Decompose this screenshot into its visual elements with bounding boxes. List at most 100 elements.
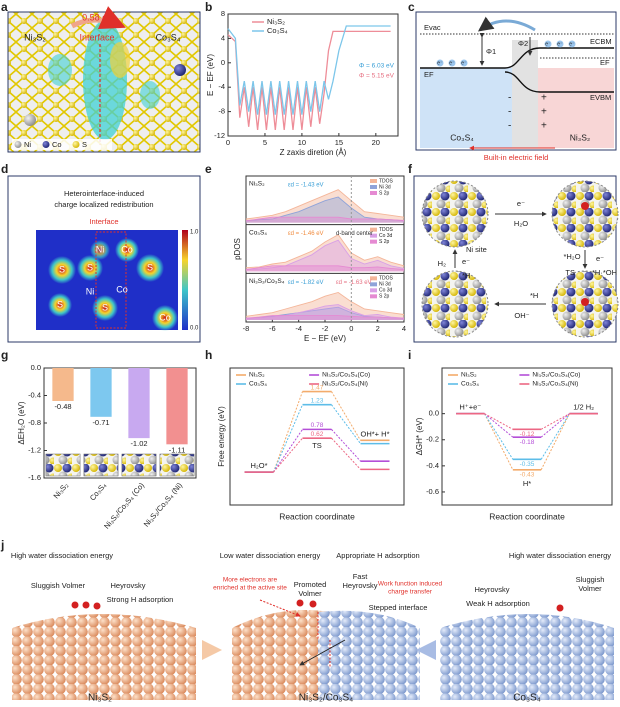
colorbar-label: 0.0 bbox=[190, 326, 199, 332]
bar bbox=[90, 368, 112, 417]
legend-label: Ni₃S₂ bbox=[249, 372, 265, 379]
atom-label: Co bbox=[116, 284, 128, 294]
electron bbox=[460, 59, 468, 67]
step-label: e⁻ bbox=[517, 199, 525, 208]
material-label: Ni₃S₂ bbox=[24, 32, 46, 42]
annotation: εd = -1.82 eV bbox=[288, 280, 324, 286]
legend-label: S 2p bbox=[379, 294, 390, 300]
field-label: Built-in electric field bbox=[484, 153, 549, 162]
panel-j: High water dissociation energy Sluggish … bbox=[2, 540, 618, 705]
panel-letter: b bbox=[205, 0, 212, 14]
annotation-arrow bbox=[259, 599, 301, 617]
y-tick-label: -12 bbox=[214, 131, 225, 140]
subpanel-label: Ni₃S₂ bbox=[249, 181, 265, 188]
y-axis-label: pDOS bbox=[233, 238, 242, 260]
connector bbox=[540, 413, 570, 460]
step-label: e⁻ bbox=[462, 257, 470, 266]
annotation: εd = -1.46 eV bbox=[288, 231, 324, 237]
x-category-label: H₂O* bbox=[250, 461, 267, 470]
value-label: -1.02 bbox=[130, 439, 147, 448]
charge-map-spots bbox=[48, 238, 178, 331]
legend-label: Co bbox=[52, 140, 62, 149]
connector bbox=[484, 413, 514, 460]
connector bbox=[331, 404, 361, 444]
legend-label: Ni₃S₂/Co₃S₄(Co) bbox=[532, 372, 580, 379]
x-tick-label: -2 bbox=[322, 324, 329, 333]
y-tick-label: -0.6 bbox=[426, 487, 439, 496]
electron-label: e⁻ bbox=[569, 41, 575, 47]
y-tick-label: -1.6 bbox=[28, 473, 41, 482]
atom bbox=[24, 114, 36, 126]
legend-label: Co₃S₄ bbox=[249, 381, 267, 388]
legend-label: Ni₃S₂/Co₃S₄(Ni) bbox=[322, 381, 368, 388]
x-category-label: TS bbox=[312, 441, 322, 450]
j-text: Heyrovsky bbox=[110, 581, 145, 590]
bar bbox=[166, 368, 188, 445]
plot-frame bbox=[229, 367, 405, 506]
connector bbox=[540, 413, 570, 470]
cbm-band bbox=[504, 47, 614, 69]
x-tick-label: 4 bbox=[402, 324, 406, 333]
connector bbox=[540, 413, 570, 438]
legend-swatch bbox=[370, 227, 377, 232]
charge-sign: - bbox=[508, 107, 511, 118]
x-axis-label: E − EF (eV) bbox=[304, 334, 346, 343]
atom-label: Ni bbox=[96, 244, 105, 254]
spot bbox=[90, 240, 110, 260]
legend-swatch bbox=[370, 276, 377, 281]
step-label: H₂O bbox=[514, 219, 528, 228]
spot bbox=[48, 256, 76, 284]
legend-swatch bbox=[370, 239, 377, 244]
dos-line bbox=[245, 234, 405, 269]
step-label: *H₂O bbox=[563, 252, 580, 261]
legend-label: TDOS bbox=[379, 276, 394, 282]
x-tick-label: 0 bbox=[349, 324, 353, 333]
x-tick-label: 10 bbox=[298, 138, 306, 147]
transfer-arrow bbox=[477, 16, 536, 32]
dos-line bbox=[245, 216, 405, 222]
dos-line bbox=[245, 239, 405, 270]
x-tick-label: Ni₃S₂/Co₃S₄ (Ni) bbox=[142, 480, 185, 528]
charge-sign: + bbox=[541, 93, 547, 104]
electron bbox=[436, 59, 444, 67]
connector bbox=[540, 413, 570, 430]
j-text: Volmer bbox=[578, 584, 602, 593]
value-label: -0.18 bbox=[520, 439, 535, 446]
dos-line bbox=[245, 265, 405, 270]
x-tick-label: -8 bbox=[243, 324, 250, 333]
value-label: -0.12 bbox=[520, 431, 535, 438]
plot-frame bbox=[227, 13, 399, 137]
panel-letter: e bbox=[205, 162, 212, 176]
j-text: Low water dissociation energy bbox=[220, 551, 321, 560]
panel-c: Evac Φ1 Φ2 ECBM EF EF EVBM e⁻ e⁻ e⁻ e⁻ e… bbox=[415, 11, 617, 162]
molecule bbox=[71, 601, 79, 609]
structure-circle bbox=[421, 270, 489, 338]
electron-label: e⁻ bbox=[461, 60, 467, 66]
legend-swatch bbox=[42, 141, 50, 148]
charge-label: 0.58 e⁻ bbox=[82, 12, 112, 22]
stepped-interface bbox=[317, 612, 331, 668]
series-line bbox=[227, 25, 391, 115]
inset-structure bbox=[121, 453, 157, 477]
connector bbox=[484, 413, 514, 430]
y-tick-label: 8 bbox=[221, 9, 225, 18]
y-tick-label: -4 bbox=[218, 82, 225, 91]
x-category-label: OH*+ H* bbox=[361, 429, 390, 438]
electron bbox=[448, 59, 456, 67]
legend-label: Co₃S₄ bbox=[461, 381, 479, 388]
y-tick-label: -1.2 bbox=[28, 445, 41, 454]
annotation: d-band center bbox=[336, 231, 373, 237]
legend-bg bbox=[12, 139, 112, 150]
interface-box bbox=[95, 231, 127, 329]
x-tick-label: Co₃S₄ bbox=[88, 481, 108, 503]
legend-label: S 2p bbox=[379, 190, 390, 196]
atom-label: Ni bbox=[86, 286, 95, 296]
connector bbox=[273, 429, 303, 473]
legend-swatch bbox=[370, 282, 377, 287]
electron-label: e⁻ bbox=[545, 41, 551, 47]
connector bbox=[331, 391, 361, 441]
colorbar-label: 1.0 bbox=[190, 230, 199, 236]
j-text: More electrons are bbox=[223, 577, 278, 584]
bar bbox=[52, 368, 74, 401]
